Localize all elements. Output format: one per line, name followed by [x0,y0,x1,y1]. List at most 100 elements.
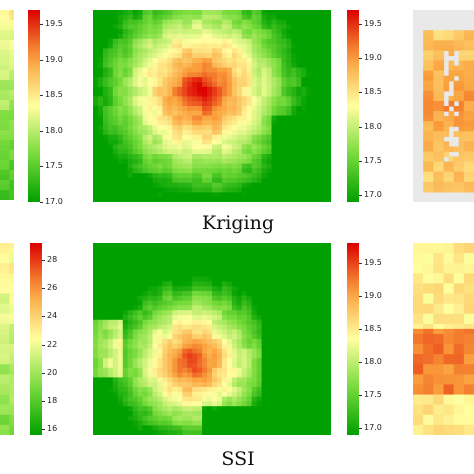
heatmap-cell [306,62,312,69]
heatmap-cell [316,387,322,393]
heatmap-cell [172,72,178,78]
heatmap-cell [4,364,10,370]
colorbar-tick-label: 28 [47,254,58,264]
heatmap-cell [281,67,287,73]
heatmap-cell [107,415,114,422]
heatmap-cell [468,121,474,127]
heatmap-cell [4,110,10,116]
heatmap-cell [266,243,273,249]
heatmap-cell [9,155,14,161]
heatmap-cell [197,29,203,35]
heatmap-cell [97,24,104,30]
heatmap-cell [256,387,263,393]
heatmap-cell [4,293,10,300]
heatmap-cell [9,253,14,259]
heatmap-cell [157,310,164,316]
heatmap-cell [177,96,183,102]
heatmap-cell [9,268,14,274]
heatmap-cell [291,329,297,335]
heatmap-cell [306,67,312,73]
heatmap-cell [468,65,474,72]
heatmap-cell [301,77,307,83]
heatmap-cell [321,43,327,49]
heatmap-cell [256,67,263,73]
heatmap-cell [453,268,460,274]
heatmap-cell [127,86,134,93]
heatmap-cell [438,374,445,381]
heatmap-cell [321,14,327,21]
heatmap-cell [167,101,173,107]
heatmap-cell [236,339,243,345]
heatmap-cell [4,125,10,131]
heatmap-cell [306,339,312,345]
heatmap-cell [306,315,312,321]
heatmap-cell [117,252,124,258]
heatmap-cell [251,415,258,422]
heatmap-cell [152,48,159,54]
heatmap-cell [428,429,434,435]
heatmap-cell [102,192,109,198]
heatmap-cell [112,120,119,126]
heatmap-cell [212,134,218,141]
heatmap-cell [127,324,134,330]
heatmap-cell [157,319,164,326]
heatmap-cell [162,62,168,69]
heatmap-cell [142,372,149,378]
heatmap-cell [311,324,317,330]
heatmap-cell [453,429,460,435]
heatmap-cell [107,348,114,354]
heatmap-cell [152,182,159,189]
heatmap-cell [326,182,331,189]
heatmap-cell [112,406,119,412]
heatmap-cell [276,173,283,179]
heatmap-cell [326,252,331,258]
heatmap-cell [172,387,178,393]
heatmap-cell [132,53,139,59]
heatmap-cell [261,192,268,198]
heatmap-cell [433,176,440,183]
heatmap-cell [291,48,297,54]
heatmap-cell [458,414,465,421]
heatmap-cell [281,139,287,145]
heatmap-cell [246,168,253,174]
heatmap-cell [251,252,258,258]
heatmap-cell [4,145,10,151]
heatmap-cell [413,273,419,279]
heatmap-cell [93,158,99,165]
heatmap-cell [321,91,327,97]
heatmap-cell [207,43,213,49]
heatmap-cell [122,372,129,378]
heatmap-cell [127,367,134,374]
heatmap-cell [296,197,302,202]
heatmap-cell [241,334,248,340]
heatmap-cell [468,75,474,82]
heatmap-cell [0,374,6,381]
heatmap-cell [448,146,455,153]
heatmap-cell [443,298,450,305]
heatmap-cell [301,377,307,383]
heatmap-cell [207,168,213,174]
heatmap-cell [102,77,109,83]
heatmap-cell [132,24,139,30]
heatmap-cell [423,85,429,92]
heatmap-cell [326,387,331,393]
heatmap-cell [117,173,124,179]
heatmap-cell [311,415,317,422]
heatmap-cell [4,369,10,375]
heatmap-cell [137,367,144,374]
heatmap-cell [177,286,183,292]
heatmap-cell [316,53,322,59]
heatmap-cell [157,14,164,21]
heatmap-cell [132,134,139,141]
heatmap-cell [256,14,263,21]
colorbar-tick-mark [40,202,43,203]
heatmap-cell [241,34,248,40]
heatmap-cell [137,130,144,136]
heatmap-cell [226,120,233,126]
heatmap-cell [256,29,263,35]
heatmap-cell [93,115,99,121]
heatmap-cell [276,53,283,59]
heatmap-cell [162,106,168,112]
heatmap-cell [207,120,213,126]
heatmap-cell [112,154,119,160]
